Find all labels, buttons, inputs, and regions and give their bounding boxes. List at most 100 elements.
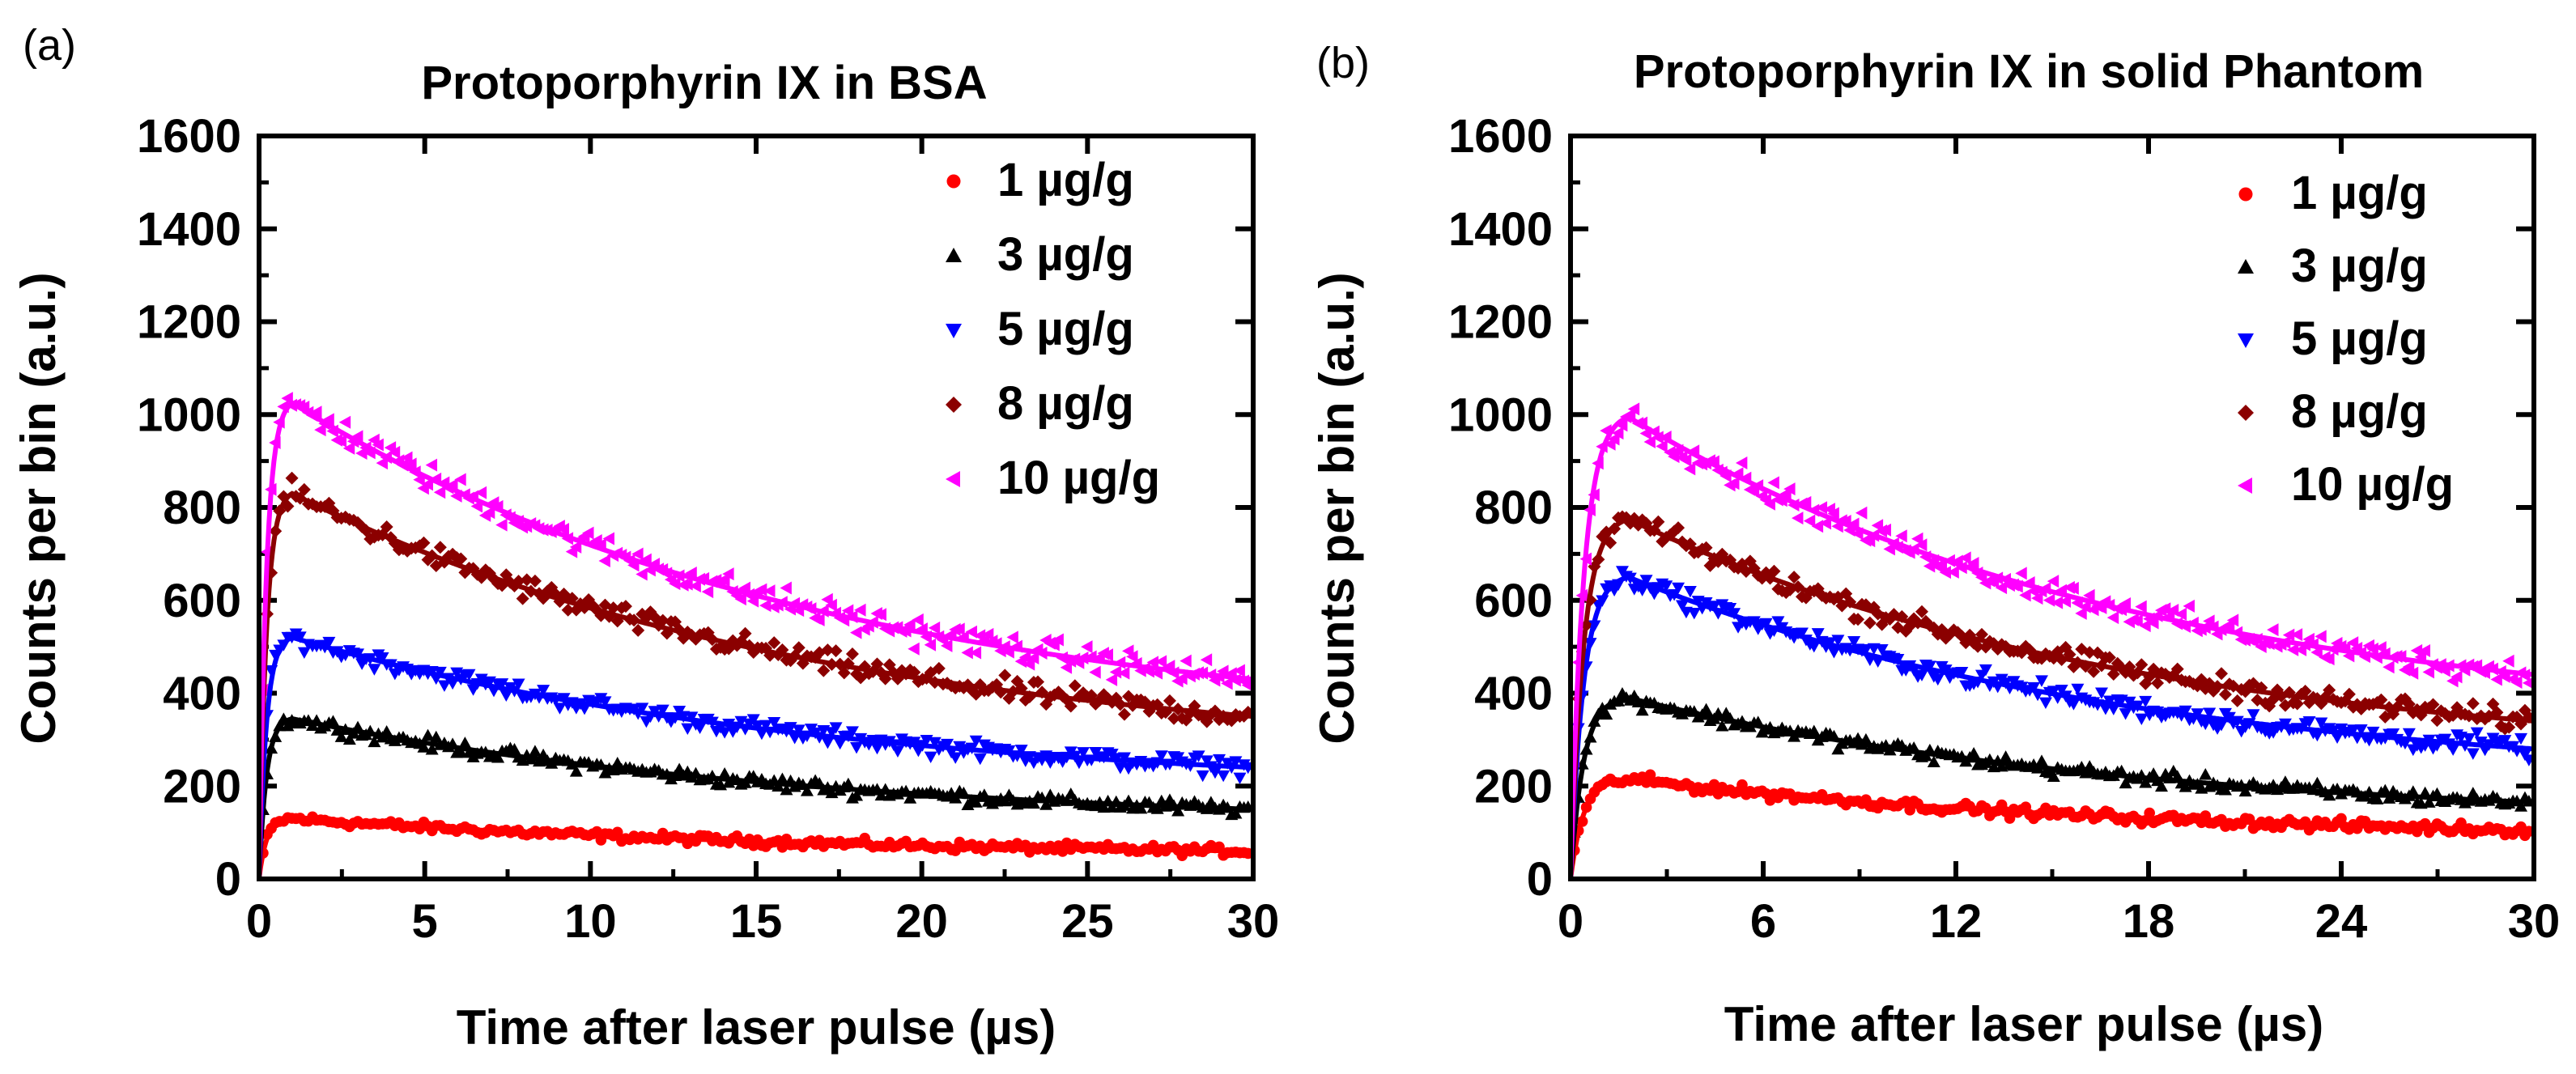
legend-item-b-1: 1 µg/g bbox=[2238, 167, 2428, 219]
data-point-a-s5 bbox=[631, 547, 644, 561]
data-point-b-s3 bbox=[1807, 640, 1821, 653]
y-tick-label: 800 bbox=[163, 482, 241, 534]
data-point-a-s5 bbox=[969, 646, 982, 660]
data-point-a-s3 bbox=[928, 737, 942, 749]
data-point-a-s5 bbox=[981, 627, 994, 641]
data-point-b-s5 bbox=[2147, 616, 2159, 630]
data-point-b-s2 bbox=[2218, 783, 2232, 796]
data-point-a-s2 bbox=[1134, 802, 1148, 814]
data-point-b-s2 bbox=[2310, 776, 2324, 789]
data-point-a-s3 bbox=[598, 696, 612, 708]
data-point-b-s3 bbox=[1687, 608, 1701, 620]
fit-line-b-s4 bbox=[1568, 516, 2535, 880]
legend-symbol-a-s5 bbox=[946, 471, 960, 487]
data-point-b-s4 bbox=[2102, 651, 2116, 664]
data-point-a-s4 bbox=[1064, 699, 1078, 713]
data-point-b-s5 bbox=[2043, 593, 2055, 607]
data-point-b-s3 bbox=[2135, 713, 2149, 725]
legend-marker-a-4 bbox=[946, 397, 962, 413]
data-point-a-s4 bbox=[297, 482, 311, 496]
legend-marker-b-3 bbox=[2238, 333, 2254, 348]
data-point-b-s5 bbox=[2323, 652, 2335, 666]
data-point-a-s5 bbox=[718, 574, 730, 588]
data-point-b-s4 bbox=[2323, 683, 2336, 697]
data-point-a-s5 bbox=[1018, 651, 1031, 664]
data-point-a-s3 bbox=[891, 745, 904, 758]
legend-label-a-5: 10 µg/g bbox=[997, 452, 1160, 504]
legend-marker-a-3 bbox=[946, 324, 962, 338]
data-point-a-s5 bbox=[1109, 665, 1122, 679]
data-point-a-s2 bbox=[458, 737, 472, 749]
data-point-a-s5 bbox=[854, 603, 866, 617]
data-point-b-s5 bbox=[1939, 566, 1951, 579]
data-point-b-s5 bbox=[2315, 630, 2327, 643]
data-point-b-s3 bbox=[1672, 582, 1685, 595]
y-tick-label: 800 bbox=[1474, 482, 1553, 534]
y-tick-label: 0 bbox=[215, 853, 241, 906]
data-point-a-s3 bbox=[792, 724, 806, 737]
fit-line-a-s1 bbox=[257, 816, 1253, 880]
data-point-a-s3 bbox=[1077, 747, 1090, 759]
data-point-b-s5 bbox=[1827, 507, 1839, 520]
data-point-b-s3 bbox=[2278, 718, 2292, 731]
data-point-a-s3 bbox=[941, 738, 954, 751]
data-point-b-s5 bbox=[2166, 603, 2179, 617]
data-point-b-s5 bbox=[2410, 643, 2423, 657]
data-point-b-s5 bbox=[2267, 623, 2279, 637]
data-point-b-s5 bbox=[2422, 665, 2434, 679]
data-point-b-s3 bbox=[1827, 647, 1841, 659]
data-point-a-s2 bbox=[874, 788, 888, 801]
data-point-a-s3 bbox=[512, 678, 525, 690]
y-tick-label: 1000 bbox=[1448, 388, 1553, 441]
data-point-a-s5 bbox=[351, 430, 363, 444]
y-axis-label-b: Counts per bin (a.u.) bbox=[1310, 272, 1364, 744]
data-point-b-s3 bbox=[1683, 585, 1697, 598]
data-point-a-s5 bbox=[1027, 652, 1039, 665]
legend-item-b-5: 10 µg/g bbox=[2238, 458, 2454, 511]
data-point-a-s4 bbox=[817, 664, 831, 677]
data-point-b-s4 bbox=[1851, 613, 1865, 626]
data-point-b-s5 bbox=[1683, 462, 1696, 476]
data-point-b-s3 bbox=[2346, 724, 2360, 737]
data-point-a-s5 bbox=[734, 592, 746, 606]
data-point-a-s2 bbox=[491, 751, 505, 763]
data-point-b-s3 bbox=[2179, 705, 2192, 718]
data-point-a-s3 bbox=[973, 753, 987, 766]
legend-item-a-2: 3 µg/g bbox=[946, 228, 1134, 281]
data-point-a-s2 bbox=[780, 783, 793, 796]
data-point-b-s5 bbox=[1643, 435, 1656, 448]
data-point-a-s5 bbox=[759, 599, 772, 613]
data-point-a-s3 bbox=[1229, 756, 1243, 768]
data-point-a-s5 bbox=[961, 646, 973, 660]
data-point-b-s3 bbox=[1831, 635, 1845, 647]
y-tick-label: 1200 bbox=[137, 296, 241, 349]
data-point-a-s3 bbox=[656, 704, 670, 716]
data-point-b-s5 bbox=[1656, 439, 1668, 453]
data-point-a-s5 bbox=[874, 608, 886, 622]
data-point-a-s3 bbox=[949, 752, 963, 764]
data-point-b-s3 bbox=[1931, 673, 1945, 686]
y-tick-label: 200 bbox=[1474, 760, 1553, 813]
data-point-b-s3 bbox=[2498, 735, 2512, 747]
data-point-b-s1 bbox=[2455, 817, 2467, 829]
y-tick-label: 1000 bbox=[137, 388, 241, 441]
data-point-b-s4 bbox=[2218, 687, 2232, 701]
data-point-b-s5 bbox=[1612, 427, 1624, 440]
data-point-a-s4 bbox=[618, 600, 632, 613]
data-point-a-s3 bbox=[924, 751, 937, 764]
data-point-b-s3 bbox=[2139, 695, 2153, 708]
data-point-a-s4 bbox=[520, 573, 533, 587]
y-tick-label: 400 bbox=[1474, 668, 1553, 720]
data-point-b-s5 bbox=[2510, 676, 2523, 690]
data-point-a-s5 bbox=[689, 579, 701, 593]
data-point-a-s5 bbox=[681, 577, 693, 591]
data-point-b-s2 bbox=[2238, 784, 2252, 797]
data-point-b-s5 bbox=[1627, 402, 1640, 416]
data-point-a-s2 bbox=[508, 742, 521, 755]
data-point-b-s3 bbox=[1675, 600, 1689, 612]
data-point-a-s5 bbox=[941, 639, 953, 652]
data-point-b-s1 bbox=[2144, 807, 2155, 819]
data-point-a-s5 bbox=[1105, 673, 1118, 686]
data-point-b-s5 bbox=[2083, 588, 2095, 602]
